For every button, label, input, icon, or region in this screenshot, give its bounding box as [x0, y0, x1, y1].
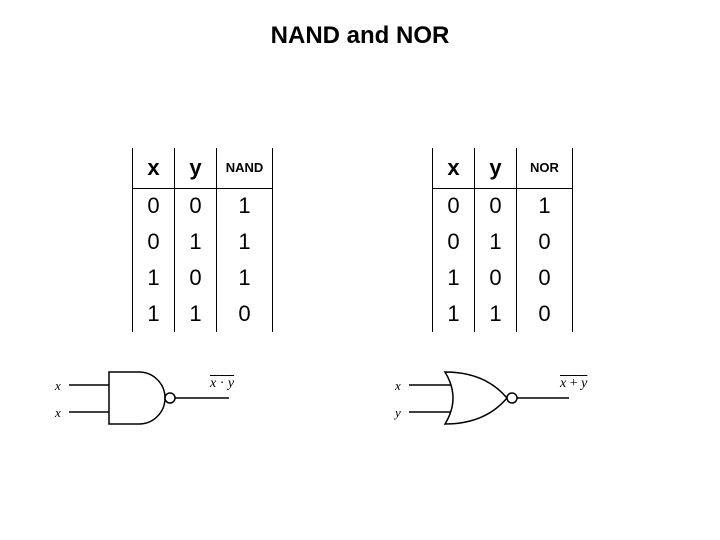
cell: 0 — [433, 188, 475, 224]
nand-gate: x x x · y — [55, 360, 305, 450]
col-header-nor: NOR — [517, 148, 573, 188]
col-header-x: x — [133, 148, 175, 188]
table-row: 0 0 1 — [433, 188, 573, 224]
nand-input-a-label: x — [55, 378, 61, 394]
cell: 1 — [217, 260, 273, 296]
cell: 1 — [217, 188, 273, 224]
nor-truth-table: x y NOR 0 0 1 0 1 0 1 0 0 1 1 0 — [432, 148, 573, 332]
cell: 1 — [475, 296, 517, 332]
table-row: 0 0 1 — [133, 188, 273, 224]
cell: 0 — [133, 188, 175, 224]
nand-gate-icon — [69, 360, 239, 440]
nor-input-b-label: y — [395, 405, 401, 421]
cell: 1 — [217, 224, 273, 260]
nand-input-b-label: x — [55, 405, 61, 421]
table-header-row: x y NOR — [433, 148, 573, 188]
cell: 0 — [517, 296, 573, 332]
table-row: 0 1 1 — [133, 224, 273, 260]
cell: 0 — [433, 224, 475, 260]
nand-truth-table: x y NAND 0 0 1 0 1 1 1 0 1 1 1 0 — [132, 148, 273, 332]
table-row: 1 0 0 — [433, 260, 573, 296]
cell: 1 — [133, 296, 175, 332]
nor-gate: x y x + y — [395, 360, 645, 450]
cell: 0 — [133, 224, 175, 260]
cell: 0 — [475, 260, 517, 296]
col-header-y: y — [475, 148, 517, 188]
nor-gate-icon — [409, 360, 579, 440]
table-row: 1 1 0 — [433, 296, 573, 332]
nor-input-a-label: x — [395, 378, 401, 394]
cell: 1 — [175, 224, 217, 260]
cell: 0 — [217, 296, 273, 332]
col-header-y: y — [175, 148, 217, 188]
cell: 1 — [517, 188, 573, 224]
cell: 0 — [175, 188, 217, 224]
nand-output-label: x · y — [210, 376, 234, 392]
cell: 1 — [133, 260, 175, 296]
cell: 0 — [517, 260, 573, 296]
col-header-x: x — [433, 148, 475, 188]
cell: 0 — [475, 188, 517, 224]
table-header-row: x y NAND — [133, 148, 273, 188]
table-row: 0 1 0 — [433, 224, 573, 260]
cell: 1 — [433, 260, 475, 296]
nor-output-label: x + y — [560, 376, 587, 392]
cell: 0 — [517, 224, 573, 260]
table-row: 1 1 0 — [133, 296, 273, 332]
table-row: 1 0 1 — [133, 260, 273, 296]
cell: 0 — [175, 260, 217, 296]
cell: 1 — [433, 296, 475, 332]
cell: 1 — [475, 224, 517, 260]
col-header-nand: NAND — [217, 148, 273, 188]
page-title: NAND and NOR — [0, 22, 720, 50]
cell: 1 — [175, 296, 217, 332]
